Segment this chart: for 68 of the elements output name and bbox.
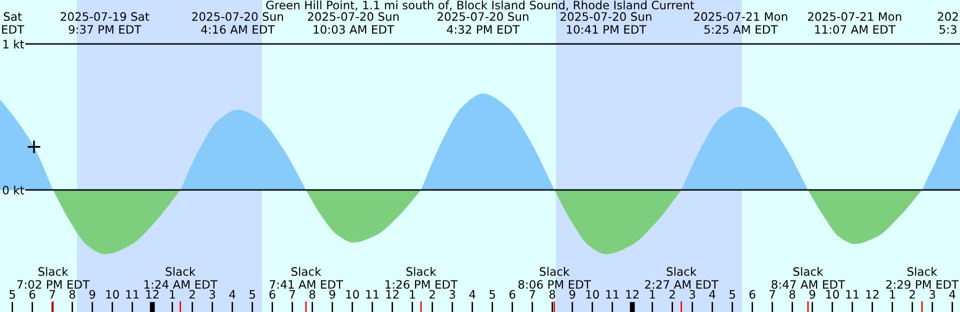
annotation: 2025-07-20 Sun 4:32 PM EDT (438, 12, 528, 34)
chart-title: Green Hill Point, 1.1 mi south of, Block Island Sound, Rhode Island Current (266, 0, 694, 11)
annotation: 202 5:3 (938, 12, 958, 34)
x-tick-label: 8 (309, 290, 316, 299)
x-tick-label: 6 (269, 290, 276, 299)
annotation: Sat EDT (2, 12, 24, 34)
y-tick-label: 1 kt (3, 40, 24, 48)
x-tick-label: 9 (809, 290, 816, 299)
x-tick-label: 8 (549, 290, 556, 299)
x-tick-label: 9 (569, 290, 576, 299)
annotation: 2025-07-20 Sun 10:41 PM EDT (560, 12, 652, 34)
x-tick-label: 8 (69, 290, 76, 299)
annotation: 2025-07-19 Sat 9:37 PM EDT (60, 12, 150, 34)
annotation: 2025-07-20 Sun 4:16 AM EDT (192, 12, 283, 34)
x-tick-label: 7 (50, 290, 56, 299)
x-tick-label: 11 (606, 290, 619, 299)
x-tick-label: 9 (329, 290, 336, 299)
x-tick-label: 11 (846, 290, 859, 299)
x-tick-label: 4 (709, 290, 716, 299)
x-tick-label: 3 (210, 290, 216, 299)
x-tick-label: 5 (490, 290, 495, 299)
x-tick-label: 1 (170, 290, 175, 299)
x-tick-label: 3 (450, 290, 456, 299)
x-tick-label: 4 (229, 290, 236, 299)
x-tick-label: 10 (106, 290, 119, 299)
annotation: Slack 7:02 PM EDT (17, 266, 90, 289)
x-tick-label: 10 (586, 290, 599, 299)
x-tick-label: 2 (670, 290, 675, 299)
x-tick-label: 1 (650, 290, 655, 299)
x-tick-label: 11 (126, 290, 139, 299)
annotation: 2025-07-20 Sun 10:03 AM EDT (308, 12, 399, 34)
annotation: Slack 1:26 PM EDT (386, 266, 458, 289)
x-tick-label: 5 (250, 290, 255, 299)
x-tick-label: 7 (290, 290, 296, 299)
x-tick-label: 12 (386, 290, 399, 299)
x-tick-label: 10 (826, 290, 839, 299)
x-tick-label: 7 (530, 290, 536, 299)
annotation: 2025-07-21 Mon 11:07 AM EDT (808, 12, 902, 34)
x-tick-label: 12 (146, 290, 159, 299)
x-tick-label: 10 (346, 290, 359, 299)
x-tick-label: 2 (190, 290, 195, 299)
annotation: Slack 2:29 PM EDT (886, 266, 959, 289)
x-tick-label: 3 (930, 290, 936, 299)
x-tick-label: 12 (866, 290, 879, 299)
annotation: Slack 2:27 AM EDT (645, 266, 718, 289)
x-tick-label: 3 (690, 290, 696, 299)
x-tick-label: 7 (770, 290, 776, 299)
x-tick-label: 8 (789, 290, 796, 299)
x-tick-label: 6 (749, 290, 756, 299)
x-tick-label: 4 (949, 290, 956, 299)
x-tick-label: 11 (366, 290, 379, 299)
x-tick-label: 4 (469, 290, 476, 299)
x-tick-label: 12 (626, 290, 639, 299)
annotation: Slack 8:47 AM EDT (772, 266, 846, 289)
x-tick-label: 9 (89, 290, 96, 299)
annotation: Slack 1:24 AM EDT (144, 266, 218, 289)
annotation: 2025-07-21 Mon 5:25 AM EDT (694, 12, 788, 34)
x-tick-label: 1 (410, 290, 415, 299)
y-tick-label: 0 kt (2, 186, 24, 194)
x-tick-label: 2 (430, 290, 435, 299)
x-tick-label: 6 (29, 290, 36, 299)
annotation: Slack 7:41 AM EDT (270, 266, 344, 289)
x-tick-label: 2 (910, 290, 915, 299)
x-tick-label: 1 (890, 290, 895, 299)
x-tick-label: 6 (509, 290, 516, 299)
x-tick-label: 5 (730, 290, 735, 299)
x-tick-label: 5 (10, 290, 15, 299)
annotation: Slack 8:06 PM EDT (518, 266, 592, 289)
